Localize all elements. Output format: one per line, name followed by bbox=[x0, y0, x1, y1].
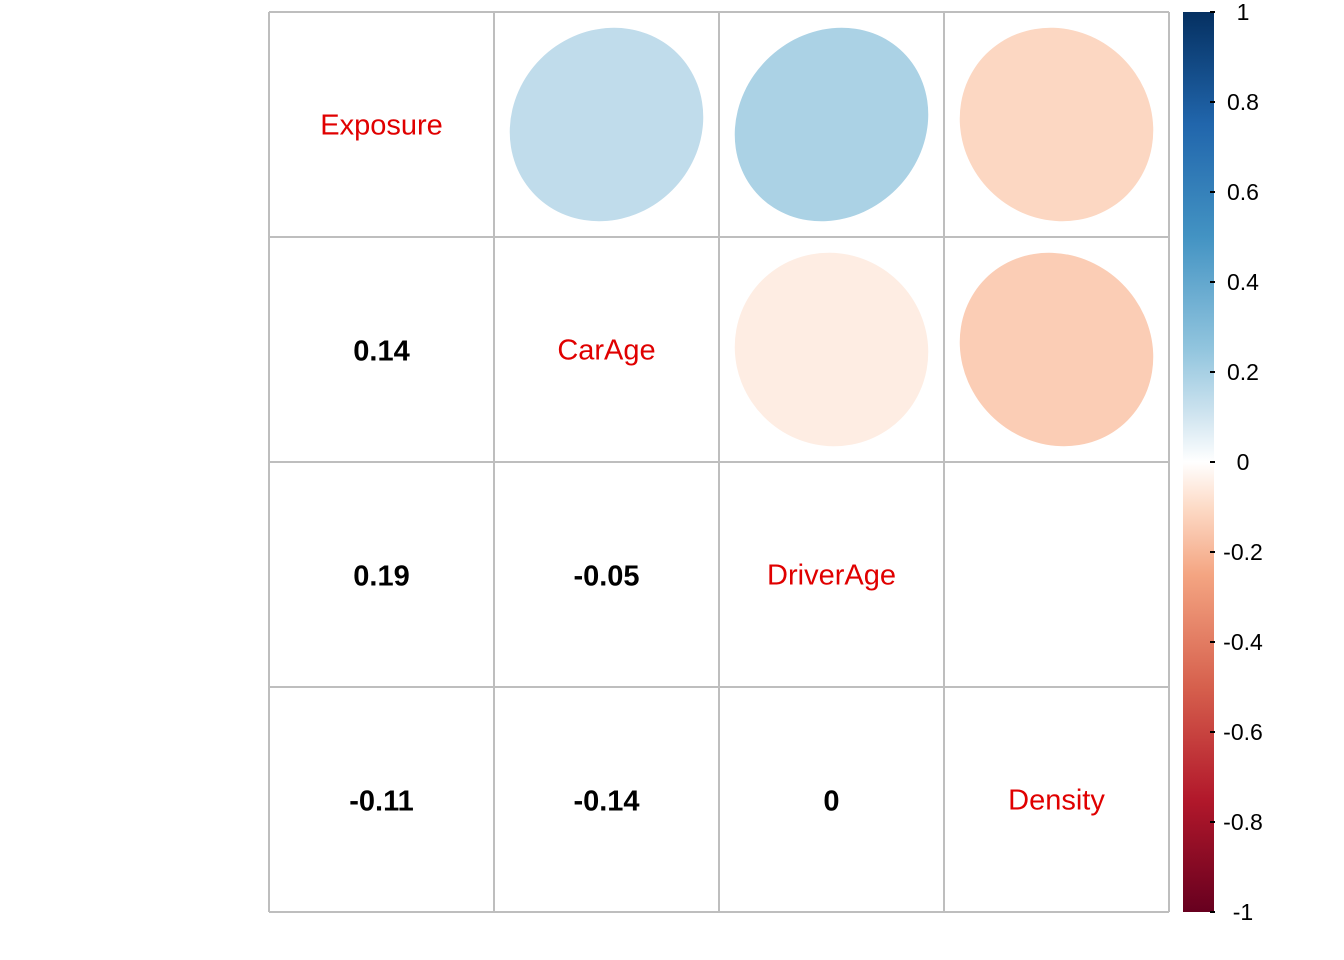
legend-tick-label: -0.6 bbox=[1223, 719, 1263, 745]
diagonal-label-driverage: DriverAge bbox=[767, 560, 896, 592]
coef-label-driverage-exposure: 0.19 bbox=[353, 561, 409, 593]
legend-tick-label: -1 bbox=[1233, 899, 1253, 925]
matrix-grid bbox=[268, 11, 1170, 913]
coef-label-carage-exposure: 0.14 bbox=[353, 336, 409, 368]
corr-ellipse-exposure-driverage bbox=[734, 27, 929, 222]
corr-ellipse-carage-driverage bbox=[734, 252, 929, 447]
legend-tick-label: 0 bbox=[1237, 449, 1250, 475]
coef-label-density-carage: -0.14 bbox=[573, 786, 639, 818]
diagonal-label-density: Density bbox=[1008, 785, 1105, 817]
matrix-cells: Exposure 0.14 CarAge 0.19 -0.05 DriverAge -0.1… bbox=[320, 27, 1154, 818]
legend-tick-label: -0.8 bbox=[1223, 809, 1263, 835]
legend-tick-label: 0.8 bbox=[1227, 89, 1259, 115]
color-legend-bar bbox=[1183, 12, 1214, 912]
diagonal-label-carage: CarAge bbox=[557, 335, 655, 367]
legend-tick-label: -0.2 bbox=[1223, 539, 1263, 565]
legend-tick-label: -0.4 bbox=[1223, 629, 1263, 655]
legend-tick-label: 0.2 bbox=[1227, 359, 1259, 385]
legend-tick-label: 1 bbox=[1237, 0, 1250, 25]
corr-ellipse-exposure-carage bbox=[509, 27, 704, 222]
legend-tick-label: 0.6 bbox=[1227, 179, 1259, 205]
coef-label-density-driverage: 0 bbox=[823, 786, 839, 818]
color-legend: 1 0.8 0.6 0.4 0.2 0 -0.2 -0.4 -0.6 -0.8 -1 bbox=[1183, 0, 1263, 925]
coef-label-density-exposure: -0.11 bbox=[349, 786, 414, 818]
corr-ellipse-carage-density bbox=[959, 252, 1154, 447]
legend-tick-label: 0.4 bbox=[1227, 269, 1259, 295]
coef-label-driverage-carage: -0.05 bbox=[573, 561, 639, 593]
corr-ellipse-exposure-density bbox=[959, 27, 1154, 222]
corr-ellipse-driverage-density bbox=[959, 477, 1154, 672]
diagonal-label-exposure: Exposure bbox=[320, 110, 443, 142]
